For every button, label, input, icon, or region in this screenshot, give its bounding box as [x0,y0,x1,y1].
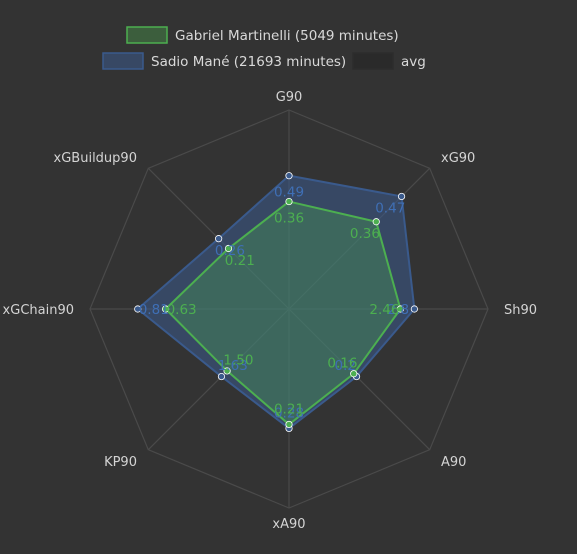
legend-martinelli-swatch [126,26,168,44]
axis-label-xgchain90: xGChain90 [3,303,74,318]
legend-avg-swatch [352,52,394,70]
mane-point [217,372,226,381]
axis-label-sh90: Sh90 [504,303,537,318]
mane-point [215,235,223,243]
mane-value-label: 0.49 [274,185,304,201]
legend-mane[interactable]: Sadio Mané (21693 minutes) [102,52,346,70]
martinelli-value-label: 0.63 [167,302,197,318]
legend-mane-swatch [102,52,144,70]
axis-label-a90: A90 [441,455,466,470]
value-labels: 0.49 0.47 2.8 0.2 0.28 1.63 0.81 0.26 0.36 0.36 2.… [139,185,409,422]
mane-point [397,192,406,201]
legend-avg[interactable]: avg [352,52,426,70]
martinelli-point [285,197,293,206]
series-layer [134,172,418,432]
axis-labels: G90 xG90 Sh90 A90 xA90 KP90 xGChain90 xGBuildup… [3,90,538,532]
axis-label-g90: G90 [276,90,303,105]
martinelli-point [223,367,231,375]
mane-point [134,305,142,313]
legend-martinelli-label: Gabriel Martinelli (5049 minutes) [175,28,399,44]
martinelli-value-label: 0.16 [327,355,357,371]
martinelli-value-label: 1.50 [223,353,253,369]
mane-value-label: 0.2 [334,358,355,374]
mane-point [410,305,418,313]
legend-mane-label: Sadio Mané (21693 minutes) [151,54,346,70]
mane-value-label: 1.63 [218,358,248,374]
martinelli-value-label: 2.46 [369,302,399,318]
martinelli-point [396,305,405,313]
mane-value-label: 0.47 [375,201,405,217]
martinelli-point [224,244,233,253]
axis-label-xgbuildup90: xGBuildup90 [54,151,137,166]
martinelli-value-label: 0.36 [350,226,380,242]
legend[interactable]: Gabriel Martinelli (5049 minutes) Sadio M… [102,26,426,70]
mane-point [285,172,293,180]
martinelli-value-label: 0.21 [225,253,255,269]
martinelli-point [285,420,293,429]
martinelli-point [372,218,380,226]
axis-label-xg90: xG90 [441,151,475,166]
mane-value-label: 0.28 [274,405,304,421]
mane-value-label: 0.81 [139,302,169,318]
martinelli-point [350,370,358,378]
legend-martinelli[interactable]: Gabriel Martinelli (5049 minutes) [126,26,399,44]
martinelli-value-label: 0.21 [274,401,304,417]
martinelli-value-label: 0.36 [274,211,304,227]
axis-label-xa90: xA90 [272,517,305,532]
mane-value-label: 0.26 [215,243,245,259]
axis-label-kp90: KP90 [104,455,137,470]
martinelli-point [162,305,170,313]
mane-value-label: 2.8 [388,302,409,318]
legend-avg-label: avg [401,54,426,70]
